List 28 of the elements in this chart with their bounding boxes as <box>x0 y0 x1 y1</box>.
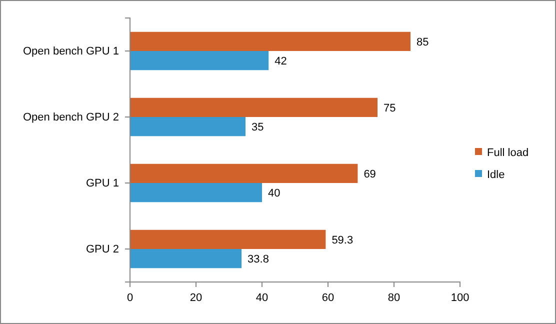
x-tick-label: 40 <box>256 292 268 304</box>
x-tick-label: 20 <box>190 292 202 304</box>
bar <box>130 230 326 249</box>
y-tick-label: GPU 1 <box>86 178 119 190</box>
data-label: 69 <box>364 168 376 180</box>
x-tick-label: 0 <box>126 292 134 304</box>
legend-label: Idle <box>487 168 505 181</box>
bar <box>130 117 246 136</box>
legend-label: Full load <box>487 146 529 159</box>
y-tick-label: Open bench GPU 2 <box>22 112 119 124</box>
bar <box>130 249 242 268</box>
x-tick-label: 60 <box>322 292 334 304</box>
data-label: 40 <box>268 187 280 200</box>
x-tick-label: 80 <box>388 292 400 304</box>
data-label: 59.3 <box>332 234 354 246</box>
bar <box>130 32 410 51</box>
x-tick-label: 100 <box>450 292 470 304</box>
data-label: 33.8 <box>248 253 269 266</box>
y-tick-label: Open bench GPU 1 <box>22 46 119 58</box>
bar <box>130 164 358 183</box>
data-label: 35 <box>252 121 264 134</box>
data-label: 75 <box>384 102 396 114</box>
data-label: 42 <box>274 55 287 68</box>
y-tick-label: GPU 2 <box>86 244 119 256</box>
data-label: 85 <box>416 36 429 48</box>
bar <box>130 183 262 202</box>
bar <box>130 51 269 70</box>
bar <box>130 98 378 117</box>
